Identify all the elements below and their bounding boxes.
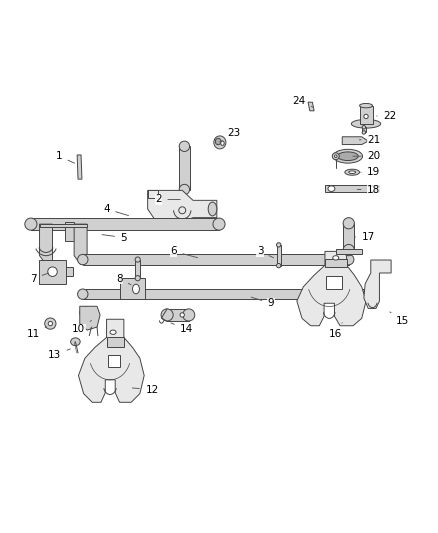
Polygon shape bbox=[31, 218, 219, 230]
Text: 15: 15 bbox=[390, 312, 410, 326]
Polygon shape bbox=[326, 277, 342, 289]
Polygon shape bbox=[148, 190, 159, 198]
Polygon shape bbox=[364, 260, 391, 309]
Text: 2: 2 bbox=[155, 195, 180, 205]
Ellipse shape bbox=[345, 169, 360, 175]
Ellipse shape bbox=[370, 186, 376, 191]
Polygon shape bbox=[80, 306, 100, 330]
Polygon shape bbox=[39, 224, 87, 227]
Text: 23: 23 bbox=[220, 128, 241, 142]
Ellipse shape bbox=[45, 318, 56, 329]
Ellipse shape bbox=[78, 289, 88, 300]
Text: 10: 10 bbox=[72, 320, 92, 334]
Ellipse shape bbox=[338, 152, 358, 160]
Ellipse shape bbox=[110, 330, 116, 334]
Text: 24: 24 bbox=[293, 96, 313, 107]
Text: 6: 6 bbox=[170, 246, 198, 257]
Text: 3: 3 bbox=[257, 246, 274, 258]
Ellipse shape bbox=[328, 186, 335, 191]
Ellipse shape bbox=[343, 245, 354, 256]
Polygon shape bbox=[336, 249, 362, 254]
Polygon shape bbox=[342, 137, 368, 144]
Text: 12: 12 bbox=[132, 385, 159, 395]
Polygon shape bbox=[135, 260, 140, 278]
Ellipse shape bbox=[179, 184, 190, 195]
Text: 5: 5 bbox=[102, 232, 127, 243]
Ellipse shape bbox=[335, 155, 337, 158]
Polygon shape bbox=[106, 337, 124, 348]
Polygon shape bbox=[308, 102, 314, 111]
Polygon shape bbox=[297, 252, 366, 326]
Ellipse shape bbox=[333, 256, 339, 260]
Text: 18: 18 bbox=[357, 184, 381, 195]
Ellipse shape bbox=[180, 313, 184, 317]
Ellipse shape bbox=[48, 321, 53, 326]
Ellipse shape bbox=[351, 119, 381, 128]
Polygon shape bbox=[325, 259, 346, 266]
Ellipse shape bbox=[364, 114, 368, 119]
Text: 17: 17 bbox=[355, 232, 375, 242]
Polygon shape bbox=[39, 224, 53, 264]
Text: 8: 8 bbox=[116, 273, 131, 285]
Text: 7: 7 bbox=[30, 273, 49, 284]
Ellipse shape bbox=[276, 243, 281, 247]
Ellipse shape bbox=[360, 103, 372, 108]
Text: 11: 11 bbox=[26, 327, 46, 338]
Polygon shape bbox=[74, 224, 87, 264]
Polygon shape bbox=[66, 222, 74, 241]
Polygon shape bbox=[360, 106, 372, 124]
Ellipse shape bbox=[179, 141, 190, 151]
Text: 21: 21 bbox=[360, 135, 381, 145]
Ellipse shape bbox=[48, 267, 57, 277]
Ellipse shape bbox=[213, 218, 225, 230]
Text: 13: 13 bbox=[48, 349, 70, 360]
Ellipse shape bbox=[135, 276, 140, 281]
Text: 19: 19 bbox=[360, 167, 381, 177]
Ellipse shape bbox=[208, 202, 217, 216]
Polygon shape bbox=[83, 289, 368, 300]
Ellipse shape bbox=[343, 217, 354, 229]
Ellipse shape bbox=[332, 153, 339, 160]
Ellipse shape bbox=[71, 338, 80, 345]
Ellipse shape bbox=[362, 126, 366, 129]
Ellipse shape bbox=[349, 171, 356, 174]
Text: 9: 9 bbox=[251, 297, 274, 308]
Polygon shape bbox=[276, 245, 281, 265]
Text: 4: 4 bbox=[103, 204, 128, 215]
Polygon shape bbox=[362, 127, 366, 132]
Ellipse shape bbox=[80, 306, 92, 319]
Polygon shape bbox=[108, 355, 120, 367]
Polygon shape bbox=[66, 268, 73, 276]
Ellipse shape bbox=[135, 257, 140, 262]
Ellipse shape bbox=[133, 284, 139, 294]
Ellipse shape bbox=[183, 309, 195, 321]
Ellipse shape bbox=[276, 263, 281, 268]
Polygon shape bbox=[77, 155, 82, 179]
Ellipse shape bbox=[333, 149, 363, 163]
Polygon shape bbox=[148, 190, 217, 225]
Polygon shape bbox=[83, 254, 349, 265]
Ellipse shape bbox=[343, 254, 354, 265]
Text: 20: 20 bbox=[353, 151, 380, 161]
Ellipse shape bbox=[161, 309, 173, 321]
Ellipse shape bbox=[221, 141, 224, 146]
Polygon shape bbox=[120, 278, 145, 298]
Polygon shape bbox=[78, 319, 144, 402]
Polygon shape bbox=[325, 185, 379, 192]
Polygon shape bbox=[343, 223, 354, 250]
Text: 16: 16 bbox=[329, 322, 343, 338]
Text: 22: 22 bbox=[377, 111, 396, 121]
Polygon shape bbox=[39, 260, 66, 284]
Ellipse shape bbox=[362, 131, 366, 134]
Ellipse shape bbox=[214, 136, 226, 149]
Text: 14: 14 bbox=[171, 323, 193, 334]
Ellipse shape bbox=[78, 254, 88, 265]
Ellipse shape bbox=[25, 218, 37, 230]
Ellipse shape bbox=[363, 289, 373, 300]
Ellipse shape bbox=[83, 310, 88, 316]
Text: 1: 1 bbox=[56, 151, 74, 163]
Ellipse shape bbox=[215, 138, 221, 145]
Polygon shape bbox=[179, 146, 190, 190]
Polygon shape bbox=[167, 309, 189, 321]
